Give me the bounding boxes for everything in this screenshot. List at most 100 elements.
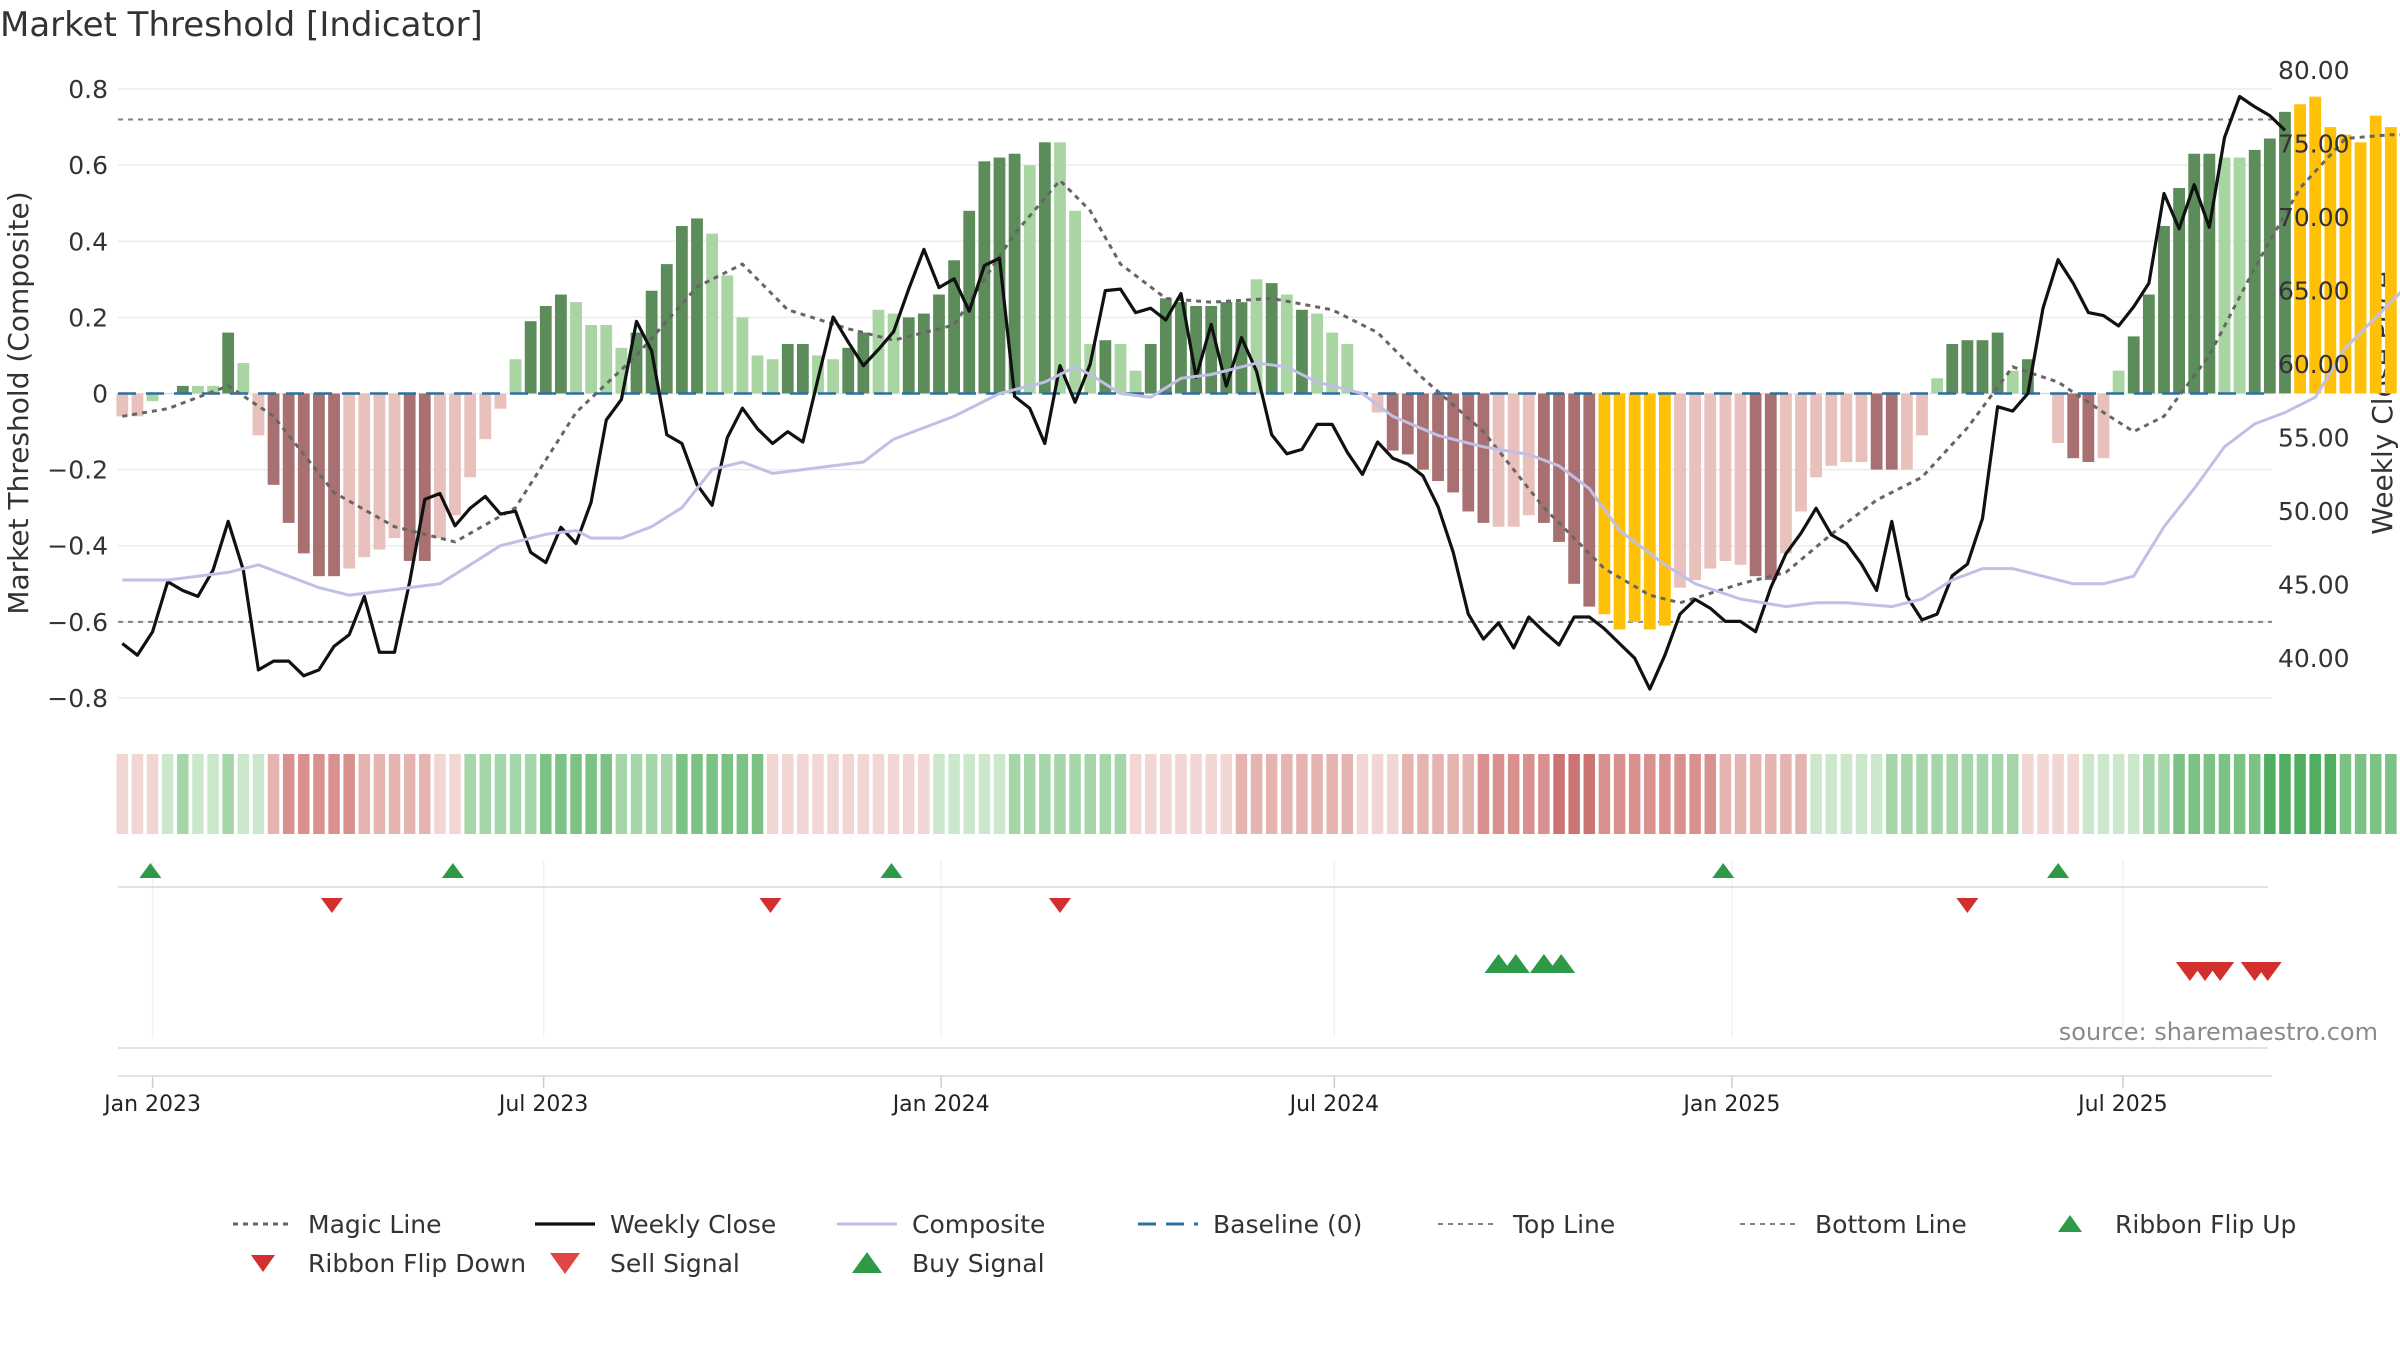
ribbon-cell: [540, 754, 552, 834]
composite-bar: [645, 290, 658, 394]
composite-bar: [917, 313, 930, 394]
ribbon-cell: [585, 754, 597, 834]
composite-bar: [222, 332, 235, 394]
ribbon-cell: [1734, 754, 1747, 834]
ribbon-cell: [1084, 754, 1096, 834]
composite-bar: [706, 233, 719, 394]
y2-tick-label: 60.00: [2278, 350, 2350, 379]
ribbon-cell: [2324, 754, 2337, 834]
composite-bar: [721, 275, 734, 394]
composite-bar: [1175, 302, 1187, 394]
legend-label: Weekly Close: [610, 1210, 776, 1239]
ribbon-cell: [1386, 754, 1399, 834]
ribbon-flip-up-marker: [880, 863, 903, 878]
ribbon-cell: [2112, 754, 2125, 834]
buy-signal-marker: [1547, 954, 1576, 973]
ribbon-flip-up-marker: [139, 863, 162, 878]
composite-bar: [131, 393, 144, 417]
y-tick-label: −0.4: [47, 532, 108, 561]
ribbon-cell: [600, 754, 613, 834]
trend-ribbon: [116, 754, 2397, 834]
ribbon-cell: [918, 754, 930, 834]
composite-bar: [207, 385, 219, 394]
composite-bar: [1674, 393, 1686, 588]
composite-bar: [297, 393, 310, 554]
ribbon-cell: [1190, 754, 1202, 834]
ribbon-cell: [1613, 754, 1626, 834]
legend-swatch-buy: [852, 1252, 882, 1273]
ribbon-cell: [116, 754, 129, 834]
composite-bar: [2309, 96, 2322, 394]
composite-bar: [555, 294, 567, 394]
buy-signal-marker: [1501, 954, 1530, 973]
composite-bar: [751, 355, 764, 394]
composite-bar: [1386, 393, 1399, 451]
ribbon-cell: [1901, 754, 1913, 834]
legend-label: Baseline (0): [1213, 1210, 1362, 1239]
composite-bar: [1129, 370, 1142, 394]
composite-bar: [479, 393, 492, 440]
x-tick-label: Jan 2025: [1681, 1092, 1780, 1117]
composite-bar: [1432, 393, 1444, 482]
ribbon-cell: [1371, 754, 1384, 834]
composite-bar: [2082, 393, 2095, 463]
composite-bar: [2294, 104, 2306, 394]
ribbon-cell: [2097, 754, 2110, 834]
ribbon-cell: [1432, 754, 1444, 834]
y2-tick-label: 45.00: [2278, 571, 2350, 600]
ribbon-cell: [2264, 754, 2276, 834]
legend-label: Buy Signal: [912, 1249, 1045, 1278]
ribbon-cell: [1356, 754, 1369, 834]
y-tick-label: 0.8: [68, 75, 108, 104]
composite-bar: [781, 344, 794, 394]
composite-bar: [1916, 393, 1928, 436]
ribbon-flip-down-marker: [1956, 898, 1979, 913]
legend-swatch-flip-up: [2058, 1215, 2082, 1232]
ribbon-cell: [1916, 754, 1928, 834]
ribbon-cell: [1129, 754, 1142, 834]
composite-bar: [2248, 149, 2261, 394]
ribbon-cell: [222, 754, 234, 834]
ribbon-cell: [1628, 754, 1641, 834]
composite-bar: [192, 385, 204, 394]
composite-bar: [1749, 393, 1762, 577]
legend-label: Magic Line: [308, 1210, 442, 1239]
composite-bar: [2188, 153, 2201, 394]
ribbon-cell: [388, 754, 401, 834]
composite-bar: [1038, 142, 1051, 394]
ribbon-cell: [1023, 754, 1036, 834]
composite-bar: [2233, 157, 2246, 394]
ribbon-cell: [282, 754, 295, 834]
ribbon-cell: [676, 754, 688, 834]
composite-bar: [1084, 344, 1097, 394]
composite-bar: [1795, 393, 1807, 512]
ribbon-cell: [691, 754, 703, 834]
ribbon-cell: [1039, 754, 1051, 834]
composite-bar: [1417, 393, 1429, 470]
composite-bar: [1280, 294, 1293, 394]
ribbon-cell: [2203, 754, 2216, 834]
source-label: source: sharemaestro.com: [2059, 1018, 2378, 1046]
composite-bar: [1810, 393, 1823, 478]
ribbon-cell: [2248, 754, 2261, 834]
y-tick-label: 0.6: [68, 151, 108, 180]
composite-bar: [1719, 393, 1732, 561]
ribbon-cell: [1644, 754, 1656, 834]
ribbon-cell: [827, 754, 839, 834]
composite-bar: [1008, 153, 1021, 394]
composite-bar: [1885, 393, 1898, 470]
ribbon-cell: [1810, 754, 1822, 834]
composite-bar: [1023, 165, 1036, 394]
ribbon-cell: [1160, 754, 1172, 834]
composite-bar: [358, 393, 371, 558]
ribbon-cell: [1870, 754, 1883, 834]
ribbon-cell: [509, 754, 522, 834]
composite-bar: [1553, 393, 1565, 542]
composite-bar: [1598, 393, 1611, 615]
composite-bar: [267, 393, 280, 485]
composite-bar: [494, 393, 507, 409]
ribbon-cell: [782, 754, 794, 834]
composite-bar: [282, 393, 295, 523]
composite-bar: [827, 359, 840, 394]
